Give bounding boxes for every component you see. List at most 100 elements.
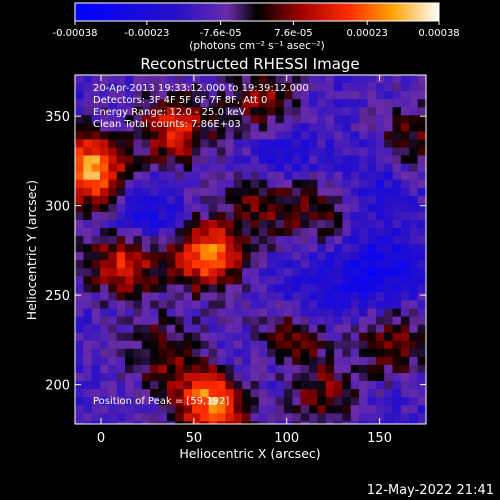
image-pixel bbox=[309, 220, 318, 229]
image-pixel bbox=[250, 316, 259, 326]
image-pixel bbox=[392, 340, 402, 350]
image-pixel bbox=[367, 284, 376, 294]
image-pixel bbox=[367, 397, 376, 406]
image-pixel bbox=[91, 131, 101, 141]
image-pixel bbox=[233, 115, 243, 125]
image-pixel bbox=[250, 300, 259, 310]
image-pixel bbox=[183, 115, 193, 125]
image-pixel bbox=[158, 171, 168, 181]
image-pixel bbox=[342, 236, 351, 245]
image-pixel bbox=[292, 163, 301, 173]
image-pixel bbox=[409, 99, 418, 108]
image-pixel bbox=[359, 373, 368, 382]
image-pixel bbox=[225, 123, 234, 133]
image-pixel bbox=[342, 364, 351, 374]
image-pixel bbox=[426, 180, 435, 189]
image-pixel bbox=[150, 236, 159, 245]
image-pixel bbox=[233, 244, 243, 253]
image-pixel bbox=[342, 75, 351, 84]
image-pixel bbox=[250, 131, 259, 141]
image-pixel bbox=[367, 107, 376, 116]
image-pixel bbox=[300, 381, 310, 390]
image-pixel bbox=[342, 405, 351, 414]
image-pixel bbox=[133, 421, 142, 424]
image-pixel bbox=[150, 356, 159, 366]
image-pixel bbox=[325, 83, 335, 92]
image-pixel bbox=[166, 348, 176, 358]
image-pixel bbox=[367, 252, 376, 261]
image-pixel bbox=[409, 147, 418, 157]
image-pixel bbox=[116, 155, 126, 165]
image-pixel bbox=[267, 308, 276, 318]
annotation-clean-counts: Clean Total counts: 7.86E+03 bbox=[93, 119, 241, 130]
image-pixels bbox=[75, 75, 435, 438]
image-pixel bbox=[325, 228, 335, 237]
image-pixel bbox=[258, 139, 268, 149]
image-pixel bbox=[200, 99, 209, 108]
image-pixel bbox=[267, 244, 276, 253]
image-pixel bbox=[267, 340, 276, 350]
image-pixel bbox=[108, 228, 117, 237]
image-pixel bbox=[217, 131, 226, 141]
image-pixel bbox=[158, 195, 168, 205]
image-pixel bbox=[116, 316, 126, 326]
image-pixel bbox=[283, 147, 293, 157]
image-pixel bbox=[267, 211, 276, 221]
image-pixel bbox=[325, 91, 335, 100]
image-pixel bbox=[225, 115, 234, 125]
image-pixel bbox=[367, 300, 376, 310]
image-pixel bbox=[200, 252, 209, 261]
image-pixel bbox=[200, 203, 209, 213]
image-pixel bbox=[392, 244, 402, 253]
image-pixel bbox=[192, 332, 201, 342]
image-pixel bbox=[91, 356, 101, 366]
image-pixel bbox=[384, 131, 393, 141]
image-pixel bbox=[350, 195, 360, 205]
image-pixel bbox=[150, 340, 159, 350]
image-pixel bbox=[208, 123, 218, 133]
image-pixel bbox=[275, 91, 285, 100]
image-pixel bbox=[166, 356, 176, 366]
image-pixel bbox=[258, 211, 268, 221]
image-pixel bbox=[309, 260, 318, 269]
image-pixel bbox=[342, 260, 351, 269]
image-pixel bbox=[417, 203, 426, 213]
image-pixel bbox=[150, 405, 159, 414]
image-pixel bbox=[309, 429, 318, 438]
image-pixel bbox=[141, 260, 151, 269]
image-pixel bbox=[200, 340, 209, 350]
image-pixel bbox=[342, 332, 351, 342]
image-pixel bbox=[359, 268, 368, 278]
image-pixel bbox=[91, 284, 101, 294]
image-pixel bbox=[267, 147, 276, 157]
image-pixel bbox=[334, 332, 343, 342]
image-pixel bbox=[175, 356, 184, 366]
image-pixel bbox=[426, 421, 435, 430]
image-pixel bbox=[359, 155, 368, 165]
image-pixel bbox=[83, 228, 92, 237]
image-pixel bbox=[400, 373, 410, 382]
image-pixel bbox=[392, 211, 402, 221]
image-pixel bbox=[283, 284, 293, 294]
image-pixel bbox=[192, 381, 201, 390]
footer-timestamp: 12-May-2022 21:41 bbox=[366, 483, 494, 498]
image-pixel bbox=[409, 373, 418, 382]
image-pixel bbox=[375, 220, 385, 229]
image-pixel bbox=[75, 364, 84, 374]
image-pixel bbox=[384, 413, 393, 423]
image-pixel bbox=[334, 381, 343, 390]
image-pixel bbox=[100, 276, 109, 286]
image-pixel bbox=[141, 107, 151, 116]
image-pixel bbox=[133, 147, 142, 157]
image-pixel bbox=[258, 75, 268, 84]
image-pixel bbox=[309, 131, 318, 141]
image-pixel bbox=[267, 373, 276, 382]
image-pixel bbox=[133, 163, 142, 173]
image-pixel bbox=[133, 228, 142, 237]
image-pixel bbox=[141, 268, 151, 278]
image-pixel bbox=[217, 276, 226, 286]
image-pixel bbox=[426, 373, 435, 382]
image-pixel bbox=[100, 115, 109, 125]
image-pixel bbox=[225, 75, 234, 84]
image-pixel bbox=[91, 276, 101, 286]
